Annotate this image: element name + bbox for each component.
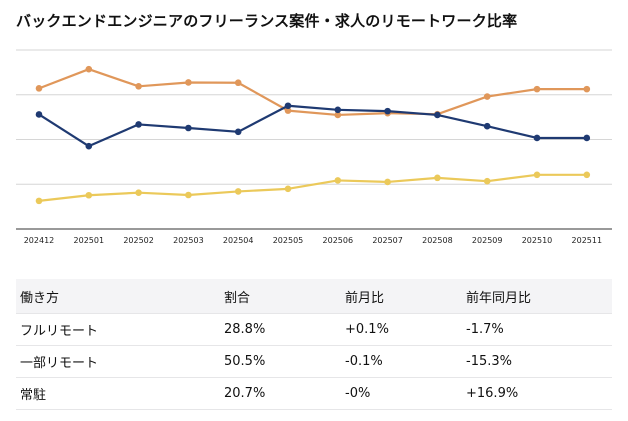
data-point: [483, 122, 491, 130]
series-line-2: [38, 173, 587, 202]
data-point: [483, 93, 491, 100]
data-point: [434, 111, 441, 119]
data-point: [583, 134, 591, 142]
data-point: [185, 79, 192, 86]
chart-title: バックエンドエンジニアのフリーランス案件・求人のリモートワーク比率: [16, 12, 518, 30]
x-tick-label: 202502: [123, 236, 154, 245]
x-tick-label: 202509: [472, 236, 503, 245]
cell-work-style: フルリモート: [16, 313, 220, 346]
series-line-1: [38, 104, 587, 148]
cell-year-over-year: +16.9%: [462, 377, 612, 410]
cell-ratio: 50.5%: [220, 345, 341, 378]
table-row: 常駐 20.7% -0% +16.9%: [16, 377, 612, 410]
data-point: [135, 189, 142, 196]
series-line-0: [38, 68, 587, 117]
header-ratio: 割合: [220, 279, 341, 314]
x-tick-label: 202506: [323, 236, 354, 245]
data-point: [284, 107, 292, 114]
cell-work-style: 常駐: [16, 377, 220, 410]
x-tick-label: 202503: [173, 236, 204, 245]
table-header-row: 働き方 割合 前月比 前年同月比: [16, 279, 612, 314]
cell-year-over-year: -15.3%: [462, 345, 612, 378]
header-work-style: 働き方: [16, 279, 220, 314]
data-point: [185, 124, 192, 132]
x-tick-label: 202501: [74, 236, 105, 245]
data-point: [85, 142, 93, 150]
remote-ratio-table: 働き方 割合 前月比 前年同月比 フルリモート 28.8% +0.1% -1.7…: [16, 279, 612, 410]
cell-ratio: 20.7%: [220, 377, 341, 410]
data-point: [384, 178, 391, 186]
table-row: 一部リモート 50.5% -0.1% -15.3%: [16, 345, 612, 378]
data-point: [583, 85, 591, 93]
data-point: [35, 85, 43, 92]
x-tick-label: 202508: [422, 236, 453, 245]
header-year-over-year: 前年同月比: [462, 279, 612, 314]
data-point: [85, 191, 93, 199]
data-point: [483, 177, 491, 185]
data-point: [35, 197, 43, 205]
data-point: [185, 191, 192, 199]
cell-month-over-month: -0.1%: [341, 345, 462, 378]
data-point: [85, 65, 93, 73]
data-point: [533, 85, 541, 93]
data-point: [334, 111, 342, 119]
x-tick-label: 202504: [223, 236, 254, 245]
data-point: [384, 107, 391, 115]
cell-month-over-month: +0.1%: [341, 313, 462, 346]
data-point: [434, 174, 441, 182]
data-point: [284, 185, 292, 193]
cell-month-over-month: -0%: [341, 377, 462, 410]
data-point: [234, 188, 242, 195]
data-point: [234, 128, 242, 136]
data-point: [533, 134, 541, 142]
data-point: [334, 106, 342, 114]
cell-work-style: 一部リモート: [16, 345, 220, 378]
x-tick-label: 202507: [372, 236, 403, 245]
data-point: [583, 171, 591, 179]
data-point: [35, 111, 43, 118]
cell-ratio: 28.8%: [220, 313, 341, 346]
x-tick-label: 202505: [273, 236, 304, 245]
data-point: [234, 79, 242, 87]
x-tick-label: 202510: [522, 236, 553, 245]
data-point: [334, 177, 342, 184]
x-tick-label: 202412: [24, 236, 55, 245]
table-row: フルリモート 28.8% +0.1% -1.7%: [16, 313, 612, 346]
header-month-over-month: 前月比: [341, 279, 462, 314]
cell-year-over-year: -1.7%: [462, 313, 612, 346]
data-point: [284, 102, 292, 110]
x-tick-label: 202511: [572, 236, 603, 245]
data-point: [135, 121, 142, 128]
data-point: [135, 83, 142, 90]
line-chart: 202412 202501 202502 202503 202504 202505 2025…: [16, 49, 612, 245]
data-point: [533, 171, 541, 179]
